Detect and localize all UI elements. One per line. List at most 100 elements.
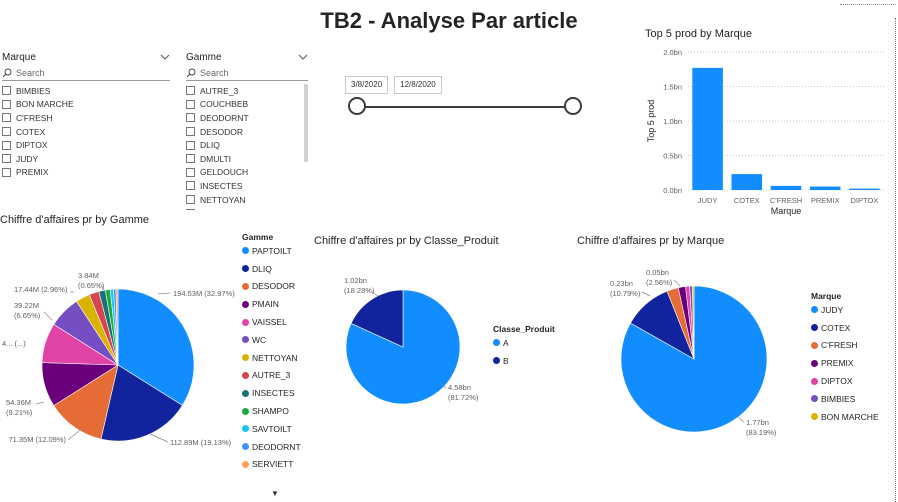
slicer-item[interactable]: C'FRESH [2, 111, 170, 125]
pie-slice[interactable] [350, 289, 404, 348]
checkbox[interactable] [186, 154, 195, 164]
gamme-legend-items: PAPTOILT DLIQ DESODOR PMAIN VAISSEL WC NETTOYA… [242, 242, 301, 473]
checkbox[interactable] [186, 127, 195, 137]
checkbox[interactable] [186, 208, 195, 210]
classe-pie-chart[interactable]: 4.58bn (81.72%) 1.02bn (18.28%) [330, 272, 480, 412]
slicer-item-label: GELDOUCH [200, 167, 249, 178]
slicer-item[interactable]: INSECTES [186, 179, 302, 193]
y-tick-label: 0.5bn [663, 152, 682, 161]
marque-chart-title: Chiffre d'affaires pr by Marque [577, 235, 725, 247]
slicer-item[interactable]: PREMIX [2, 166, 170, 180]
bar[interactable] [770, 185, 802, 190]
legend-item[interactable]: A [493, 334, 555, 352]
legend-label: JUDY [821, 304, 844, 315]
checkbox[interactable] [186, 181, 195, 191]
slicer-gamme-scrollbar[interactable] [304, 84, 308, 162]
pie-slice[interactable] [117, 288, 195, 406]
checkbox[interactable] [2, 167, 11, 177]
gamme-pie-chart[interactable]: 194.53M (32.97%) 112.89M (19.13%) 71.35M (… [0, 262, 240, 472]
legend-item[interactable]: B [493, 352, 555, 370]
checkbox[interactable] [2, 113, 11, 123]
legend-item[interactable]: WC [242, 331, 301, 349]
date-end-input[interactable]: 12/8/2020 [394, 76, 442, 94]
legend-item[interactable]: JUDY [811, 301, 879, 319]
legend-item[interactable]: PMAIN [242, 295, 301, 313]
checkbox[interactable] [2, 99, 11, 109]
chevron-down-icon[interactable] [160, 52, 170, 62]
date-range-end-handle[interactable] [564, 97, 582, 115]
legend-item[interactable]: INSECTES [242, 384, 301, 402]
legend-item[interactable]: AUTRE_3 [242, 367, 301, 385]
pie-slice[interactable] [115, 288, 119, 366]
date-range-track[interactable] [356, 106, 574, 108]
legend-item[interactable]: PREMIX [811, 354, 879, 372]
legend-item[interactable]: BIMBIES [811, 390, 879, 408]
legend-item[interactable]: PAPTOILT [242, 242, 301, 260]
legend-item[interactable]: DLIQ [242, 260, 301, 278]
pie-slice[interactable] [345, 289, 461, 405]
slicer-marque[interactable]: Marque Search BIMBIES BON MARCHE C'FRESH CO… [2, 50, 170, 179]
checkbox[interactable] [2, 154, 11, 164]
checkbox[interactable] [186, 195, 195, 205]
slicer-item[interactable]: AUTRE_3 [186, 84, 302, 98]
slicer-item[interactable]: PAPTOILT [186, 206, 302, 210]
slicer-item-label: PREMIX [16, 167, 49, 178]
checkbox[interactable] [186, 140, 195, 150]
bar[interactable] [731, 174, 763, 190]
pie-slice[interactable] [692, 285, 695, 360]
legend-item[interactable]: DEODORNT [242, 438, 301, 456]
slicer-item-label: PAPTOILT [200, 208, 240, 210]
checkbox[interactable] [2, 127, 11, 137]
date-range-start-handle[interactable] [348, 97, 366, 115]
slicer-item[interactable]: GELDOUCH [186, 166, 302, 180]
slicer-item[interactable]: COUCHBEB [186, 98, 302, 112]
bar[interactable] [849, 188, 880, 190]
legend-item[interactable]: DIPTOX [811, 372, 879, 390]
checkbox[interactable] [186, 113, 195, 123]
slicer-item[interactable]: BIMBIES [2, 84, 170, 98]
checkbox[interactable] [186, 167, 195, 177]
slicer-item[interactable]: DEODORNT [186, 111, 302, 125]
legend-title: Marque [811, 291, 842, 301]
marque-pie-chart[interactable]: 1.77bn (83.19%) 0.23bn (10.79%) 0.05bn (2.56%… [600, 262, 800, 452]
checkbox[interactable] [186, 86, 195, 96]
top5-bar-chart[interactable]: 0.0bn 0.5bn 1.0bn 1.5bn 2.0bn JUDY COTEX C'FRES… [640, 42, 890, 220]
slicer-gamme-search[interactable]: Search [186, 66, 308, 81]
slicer-item[interactable]: JUDY [2, 152, 170, 166]
legend-dot-icon [242, 371, 249, 379]
bar[interactable] [692, 67, 723, 190]
slicer-item-label: DLIQ [200, 140, 220, 151]
x-tick-label: JUDY [698, 196, 718, 205]
legend-item[interactable]: SERVIETT [242, 456, 301, 474]
slicer-marque-label: Marque [2, 51, 36, 63]
search-placeholder: Search [200, 68, 229, 78]
slicer-item-label: DEODORNT [200, 112, 249, 123]
checkbox[interactable] [2, 86, 11, 96]
legend-item[interactable]: SHAMPO [242, 402, 301, 420]
pie-slice[interactable] [100, 364, 183, 442]
legend-item[interactable]: COTEX [811, 319, 879, 337]
legend-more-caret-icon[interactable]: ▼ [271, 489, 279, 498]
slicer-item[interactable]: DMULTI [186, 152, 302, 166]
date-start-input[interactable]: 3/8/2020 [345, 76, 389, 94]
legend-item[interactable]: DESODOR [242, 278, 301, 296]
legend-label: VAISSEL [252, 317, 287, 328]
legend-item[interactable]: NETTOYAN [242, 349, 301, 367]
legend-item[interactable]: C'FRESH [811, 337, 879, 355]
slicer-item[interactable]: COTEX [2, 125, 170, 139]
pie-slice[interactable] [53, 364, 119, 440]
checkbox[interactable] [2, 140, 11, 150]
checkbox[interactable] [186, 99, 195, 109]
legend-item[interactable]: SAVTOILT [242, 420, 301, 438]
slicer-item[interactable]: DESODOR [186, 125, 302, 139]
legend-item[interactable]: VAISSEL [242, 313, 301, 331]
slicer-item[interactable]: DLIQ [186, 138, 302, 152]
slicer-item[interactable]: DIPTOX [2, 138, 170, 152]
slicer-gamme[interactable]: Gamme Search AUTRE_3 COUCHBEB DEODORNT DESO… [186, 50, 308, 210]
slicer-item[interactable]: NETTOYAN [186, 193, 302, 207]
slicer-marque-search[interactable]: Search [2, 66, 170, 81]
legend-item[interactable]: BON MARCHE [811, 408, 879, 426]
chevron-down-icon[interactable] [298, 52, 308, 62]
slicer-item[interactable]: BON MARCHE [2, 98, 170, 112]
bar[interactable] [809, 186, 841, 190]
